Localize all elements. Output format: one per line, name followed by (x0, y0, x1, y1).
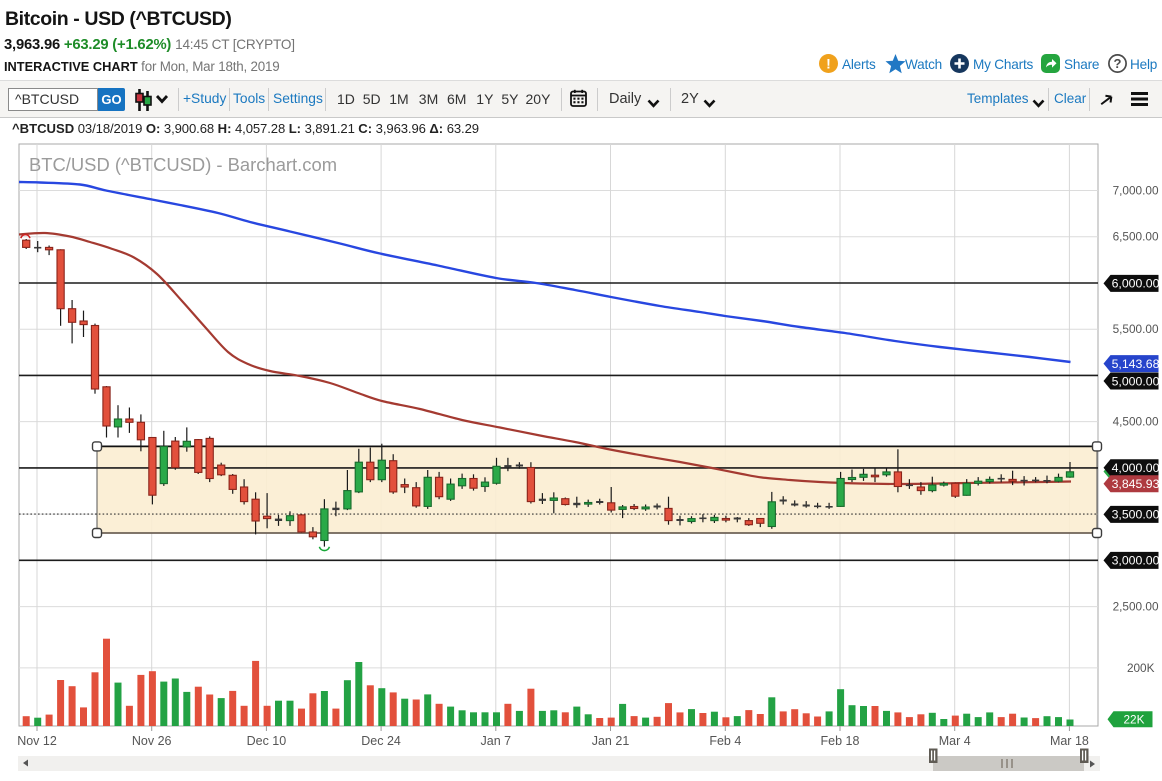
svg-text:Jan 7: Jan 7 (481, 734, 512, 748)
svg-text:Mar 18: Mar 18 (1050, 734, 1089, 748)
svg-text:Feb 18: Feb 18 (821, 734, 860, 748)
svg-text:6,500.00: 6,500.00 (1113, 230, 1159, 244)
svg-text:6,000.00: 6,000.00 (1112, 277, 1160, 291)
svg-text:5,143.68: 5,143.68 (1112, 357, 1160, 371)
svg-text:Nov 26: Nov 26 (132, 734, 172, 748)
svg-text:22K: 22K (1124, 713, 1145, 727)
svg-text:Mar 4: Mar 4 (939, 734, 971, 748)
svg-text:!: ! (826, 56, 831, 72)
svg-text:5,500.00: 5,500.00 (1113, 322, 1159, 336)
svg-text:3,500.00: 3,500.00 (1112, 508, 1160, 522)
svg-text:?: ? (1114, 56, 1122, 71)
svg-text:3,845.93: 3,845.93 (1112, 477, 1160, 491)
svg-text:3,000.00: 3,000.00 (1112, 554, 1160, 568)
svg-text:200K: 200K (1127, 661, 1155, 675)
svg-text:7,000.00: 7,000.00 (1113, 184, 1159, 198)
svg-text:Nov 12: Nov 12 (17, 734, 57, 748)
svg-text:Dec 24: Dec 24 (361, 734, 401, 748)
svg-text:BTC/USD (^BTCUSD) - Barchart.c: BTC/USD (^BTCUSD) - Barchart.com (29, 154, 337, 175)
svg-text:Feb 4: Feb 4 (709, 734, 741, 748)
svg-text:Jan 21: Jan 21 (592, 734, 630, 748)
svg-text:5,000.00: 5,000.00 (1112, 374, 1160, 388)
svg-text:4,000.00: 4,000.00 (1112, 461, 1160, 475)
svg-text:4,500.00: 4,500.00 (1113, 415, 1159, 429)
svg-text:Dec 10: Dec 10 (247, 734, 287, 748)
svg-text:2,500.00: 2,500.00 (1113, 600, 1159, 614)
